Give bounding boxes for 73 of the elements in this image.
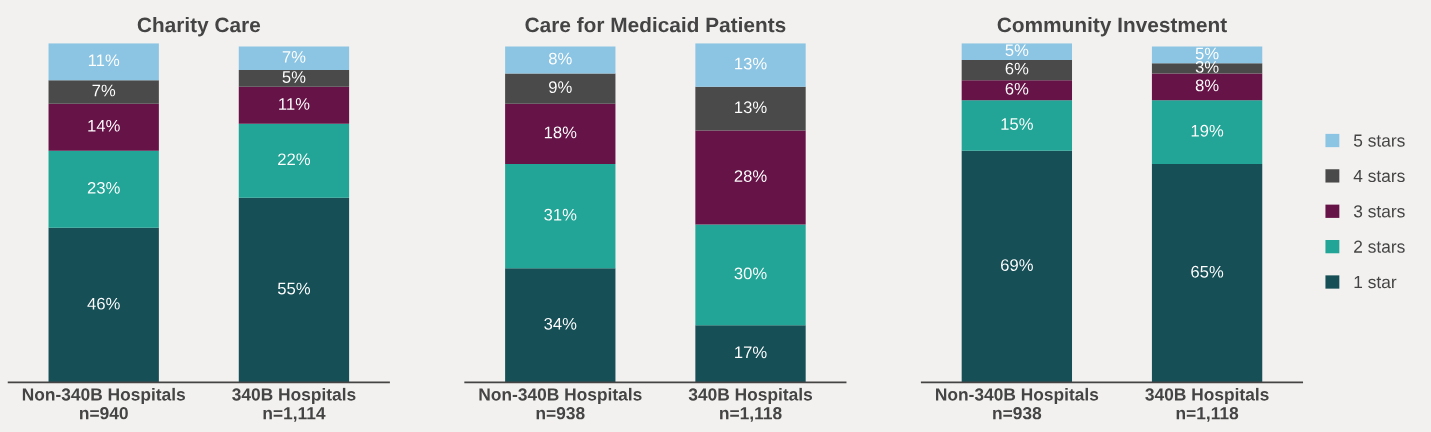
data-label: 31% [544, 208, 577, 221]
data-label: 14% [88, 119, 120, 132]
data-label: 5% [282, 71, 306, 83]
bar [48, 150, 159, 228]
chart-title: Charity Care [137, 16, 261, 37]
bar [505, 46, 616, 74]
x-tick-label: 340B Hospitals n=1,118 [688, 387, 813, 422]
data-label: 8% [1195, 79, 1219, 92]
bar [48, 43, 159, 81]
data-label: 28% [734, 170, 767, 182]
data-label: 23% [87, 181, 120, 194]
data-label: 13% [735, 57, 767, 70]
chart-title: Community Investment [997, 16, 1227, 37]
bar [505, 164, 616, 269]
data-label: 15% [1001, 118, 1033, 130]
bar [238, 197, 350, 383]
x-tick-label: Non-340B Hospitals n=938 [479, 387, 642, 420]
bar [961, 80, 1073, 101]
bar [1151, 164, 1263, 383]
bar [505, 268, 616, 383]
data-label: 6% [1005, 82, 1029, 95]
data-label: 19% [1191, 124, 1224, 137]
bar [1151, 100, 1263, 165]
data-label: 46% [87, 297, 120, 310]
x-tick-label: Non-340B Hospitals n=938 [936, 387, 1099, 420]
bar [48, 103, 159, 151]
bar [961, 100, 1073, 151]
data-label: 7% [282, 51, 306, 63]
bar [961, 150, 1073, 383]
data-label: 5% [1005, 44, 1029, 57]
data-label: 7% [92, 84, 116, 97]
legend-label: 5 stars [1353, 134, 1405, 147]
bar [695, 43, 806, 87]
bar [695, 130, 806, 225]
data-label: 22% [278, 153, 311, 166]
data-label: 55% [277, 282, 311, 295]
bar [238, 46, 350, 71]
bar [695, 224, 806, 326]
bar [695, 325, 806, 383]
data-label: 6% [1005, 62, 1029, 75]
data-label: 30% [734, 267, 767, 280]
x-tick-label: Non-340B Hospitals n=940 [22, 387, 185, 420]
bar [48, 80, 159, 104]
bar [695, 86, 806, 131]
data-label: 34% [544, 317, 577, 330]
data-label: 69% [1001, 259, 1033, 271]
bar [961, 43, 1073, 60]
data-label: 11% [279, 98, 310, 110]
bar [238, 86, 350, 124]
chart-title: Care for Medicaid Patients [525, 16, 786, 33]
bar [1151, 63, 1263, 74]
x-tick-label: 340B Hospitals n=1,114 [232, 387, 356, 422]
bar [961, 59, 1073, 81]
legend-label: 4 stars [1353, 169, 1405, 183]
legend-label: 1 star [1354, 276, 1397, 289]
data-label: 9% [549, 81, 572, 93]
bar [505, 73, 616, 104]
data-label: 17% [735, 346, 767, 359]
bar [48, 227, 159, 383]
bar [238, 70, 350, 87]
bar [505, 103, 616, 165]
data-label: 8% [548, 52, 572, 65]
legend-label: 2 stars [1354, 240, 1405, 253]
data-label: 13% [735, 101, 767, 114]
bar [238, 123, 350, 198]
legend-label: 3 stars [1353, 205, 1405, 218]
bar [1151, 73, 1263, 101]
x-tick-label: 340B Hospitals n=1,118 [1145, 387, 1269, 422]
data-label: 3% [1195, 61, 1219, 73]
data-label: 18% [544, 126, 577, 139]
data-label: 5% [1195, 47, 1219, 60]
data-label: 65% [1191, 265, 1224, 278]
data-label: 11% [88, 54, 120, 67]
